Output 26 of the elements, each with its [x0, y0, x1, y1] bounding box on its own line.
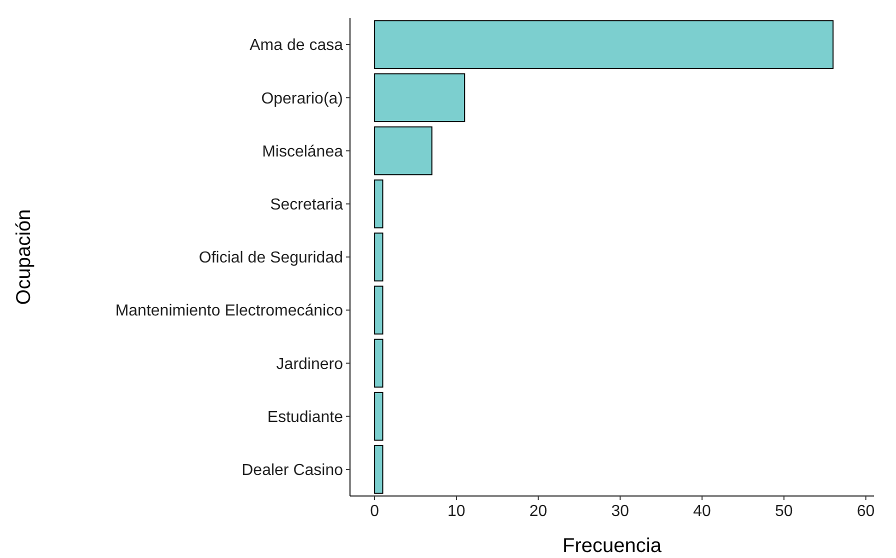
- bar: [374, 73, 466, 122]
- bar: [374, 286, 384, 335]
- x-tick-label: 40: [693, 503, 712, 520]
- bar: [374, 392, 384, 441]
- y-tick-label: Estudiante: [267, 408, 344, 426]
- bar: [374, 232, 384, 282]
- y-tick-label: Ama de casa: [250, 37, 344, 54]
- bar: [374, 179, 384, 228]
- bar: [374, 20, 834, 69]
- x-tick-label: 20: [529, 503, 548, 520]
- y-tick-label: Miscelánea: [262, 143, 344, 160]
- y-tick-label: Oficial de Seguridad: [198, 250, 343, 267]
- bar: [374, 126, 432, 176]
- x-tick-label: 60: [856, 503, 875, 520]
- x-tick-label: 10: [448, 503, 466, 520]
- y-tick-label: Secretaria: [270, 196, 344, 214]
- x-tick-label: 0: [370, 503, 380, 520]
- y-tick-label: Mantenimiento Electromecánico: [115, 302, 344, 320]
- y-tick-label: Jardinero: [276, 356, 344, 373]
- y-axis-title: Ocupación: [13, 209, 35, 305]
- x-tick-label: 30: [611, 503, 630, 520]
- bar: [374, 338, 384, 388]
- y-tick-label: Operario(a): [261, 90, 343, 108]
- x-tick-label: 50: [775, 503, 793, 520]
- y-tick-label: Dealer Casino: [242, 462, 344, 480]
- x-axis-title: Frecuencia: [562, 535, 662, 557]
